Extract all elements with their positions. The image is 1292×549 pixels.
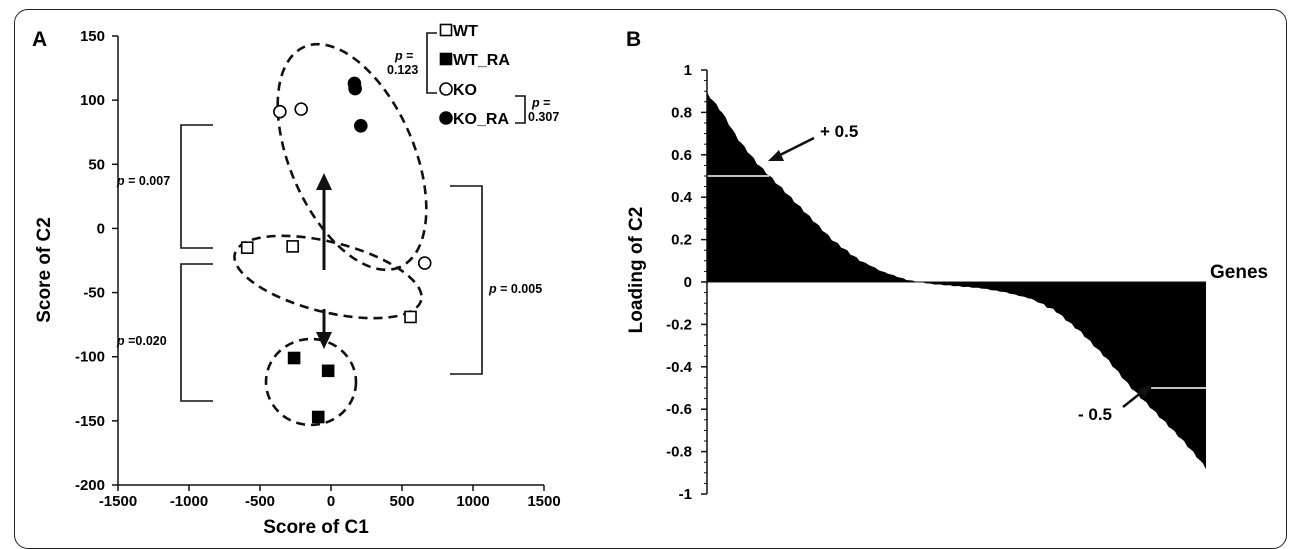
panel-b-y-tick-label: 0.4 — [671, 189, 693, 206]
panel-a-legend: WT WT_RA KO KO_RA — [439, 23, 510, 128]
point-ko — [273, 104, 287, 119]
label-plus-0-5: + 0.5 — [820, 122, 858, 141]
x-tick-label: -1000 — [170, 493, 208, 510]
direction-arrows — [316, 173, 332, 349]
arrow-minus-head — [1138, 385, 1151, 398]
panel-b: B 1 0.8 0.6 0.4 0.2 0 -0.2 -0.4 -0.6 -0.8 -1 Genes… — [626, 28, 1268, 503]
y-tick-label: 150 — [80, 28, 105, 45]
y-tick-label: 50 — [88, 156, 105, 173]
panel-b-y-tick-label: 0 — [684, 274, 692, 291]
point-wt — [404, 310, 417, 324]
panel-b-y-tick-labels: 1 0.8 0.6 0.4 0.2 0 -0.2 -0.4 -0.6 -0.8 -1 — [666, 62, 693, 503]
panel-b-letter: B — [626, 28, 641, 51]
panel-b-y-tick-label: 1 — [684, 62, 692, 79]
panel-b-y-axis-label: Loading of C2 — [626, 207, 647, 334]
x-tick-label: 1500 — [527, 493, 560, 510]
panel-b-y-tick-label: -0.8 — [666, 444, 692, 461]
panel-b-axes — [701, 69, 1206, 495]
panel-b-y-tick-label: -1 — [679, 486, 692, 503]
point-ko — [294, 102, 308, 116]
p-value-lower: p =0.020 — [116, 334, 167, 348]
significance-brackets — [180, 32, 526, 402]
point-wt — [286, 240, 299, 253]
threshold-annotations: + 0.5 - 0.5 — [768, 122, 1151, 424]
bracket-lower — [180, 263, 213, 402]
legend-marker-wt-ra — [439, 52, 453, 66]
y-tick-label: 0 — [97, 220, 105, 237]
panel-a-points — [240, 76, 432, 424]
p-value-wt-wtra: p = 0.123 — [387, 49, 418, 77]
cluster-ellipses — [233, 42, 428, 427]
legend-marker-wt — [439, 23, 453, 37]
p-value-right: p = 0.005 — [488, 282, 542, 296]
point-ko-ra — [348, 81, 362, 96]
panel-a-letter: A — [32, 28, 47, 51]
panel-a-axes — [112, 35, 545, 491]
point-wt-ra — [311, 410, 325, 424]
cluster-ellipse-wt — [233, 234, 423, 320]
panel-a-y-axis-label: Score of C2 — [34, 217, 55, 323]
point-wt — [240, 241, 254, 254]
p-value-ko-kora: p = 0.307 — [528, 96, 559, 124]
arrow-plus-head — [768, 150, 784, 161]
arrow-minus-line — [1122, 390, 1143, 409]
panel-b-y-tick-label: -0.6 — [666, 401, 692, 418]
panel-b-y-tick-label: -0.4 — [666, 359, 693, 376]
point-wt-ra — [287, 351, 301, 365]
panel-b-y-tick-label: 0.8 — [671, 104, 692, 121]
bracket-ko-kora — [515, 95, 526, 124]
y-tick-label: 100 — [80, 92, 105, 109]
label-minus-0-5: - 0.5 — [1078, 405, 1112, 424]
arrow-plus-line — [775, 136, 815, 159]
legend-marker-ko — [439, 82, 453, 96]
panel-b-y-tick-label: 0.6 — [671, 147, 692, 164]
threshold-lines — [707, 175, 1206, 389]
y-tick-label: -150 — [75, 413, 105, 430]
arrow-down-head — [316, 332, 332, 349]
point-ko-ra — [354, 119, 368, 133]
panel-a-x-tick-labels: -1500 -1000 -500 0 500 1000 1500 — [99, 493, 561, 510]
x-tick-label: -1500 — [99, 493, 137, 510]
p-value-upper: p = 0.007 — [116, 174, 170, 188]
x-tick-label: 500 — [389, 493, 414, 510]
x-tick-label: -500 — [245, 493, 275, 510]
bracket-right — [450, 185, 483, 375]
legend-label: KO — [453, 82, 477, 99]
panel-a-x-axis-label: Score of C1 — [263, 517, 369, 538]
x-tick-label: 0 — [327, 493, 335, 510]
loading-area — [707, 92, 1206, 470]
legend-label: WT — [453, 23, 478, 40]
panel-a-y-tick-labels: -200 -150 -100 -50 0 50 100 150 — [75, 28, 105, 494]
y-tick-label: -200 — [75, 477, 105, 494]
bracket-wt-wtra — [426, 32, 437, 94]
bracket-upper — [180, 124, 213, 249]
point-ko — [417, 256, 432, 270]
y-tick-label: -100 — [75, 349, 105, 366]
panel-b-y-tick-label: 0.2 — [671, 232, 692, 249]
panel-b-y-tick-label: -0.2 — [666, 316, 692, 333]
arrow-up-head — [316, 173, 332, 190]
cluster-ellipse-wt-ra — [264, 337, 358, 427]
cluster-ellipse-ko — [276, 42, 428, 272]
legend-label: WT_RA — [453, 52, 510, 69]
point-wt-ra — [321, 364, 335, 378]
panel-b-genes-label: Genes — [1210, 262, 1268, 283]
y-tick-label: -50 — [83, 285, 105, 302]
x-tick-label: 1000 — [456, 493, 489, 510]
legend-marker-ko-ra — [439, 111, 453, 125]
legend-label: KO_RA — [453, 111, 509, 128]
